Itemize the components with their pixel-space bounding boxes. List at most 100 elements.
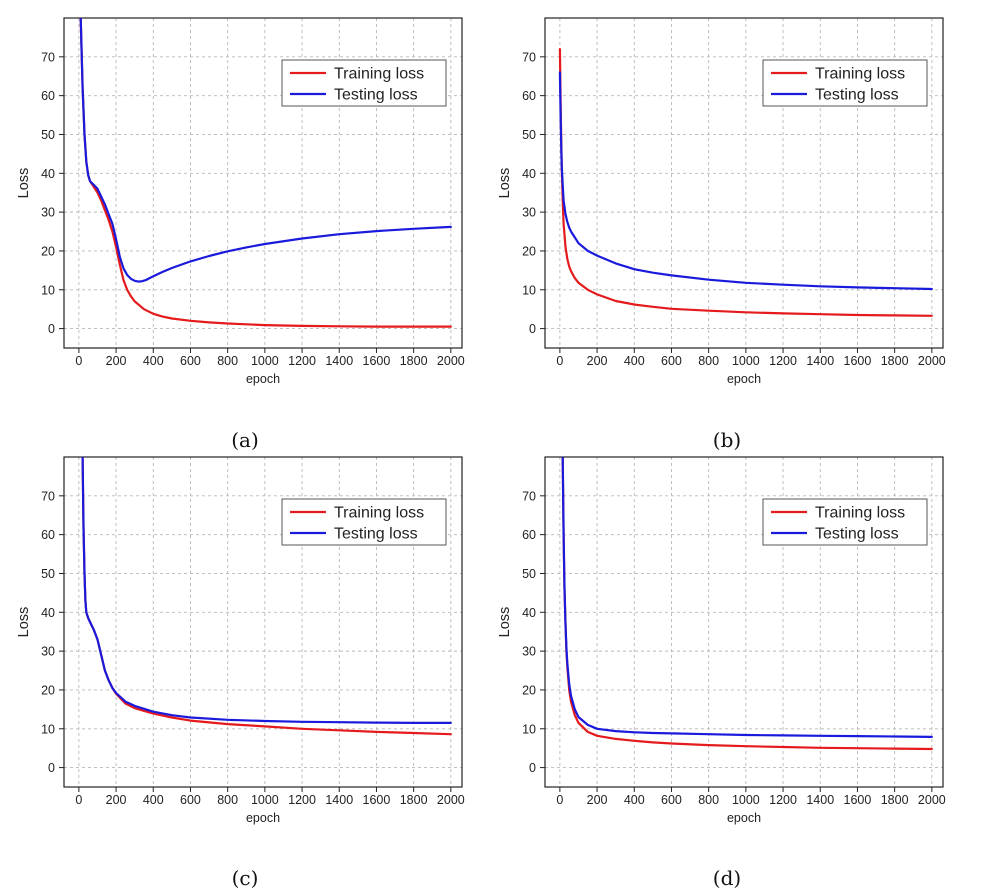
x-tick-label: 1800 bbox=[400, 793, 428, 807]
legend-label-testing: Testing loss bbox=[815, 526, 899, 543]
plot-frame bbox=[544, 17, 944, 349]
series-layer bbox=[79, 18, 452, 328]
x-tick-label: 0 bbox=[75, 354, 82, 368]
caption-b: (b) bbox=[713, 428, 741, 452]
x-tick-label: 0 bbox=[75, 793, 82, 807]
y-tick-label: 0 bbox=[48, 322, 55, 336]
plot-frame bbox=[63, 17, 463, 349]
caption-c: (c) bbox=[232, 866, 259, 890]
x-tick-label: 1800 bbox=[400, 354, 428, 368]
y-tick-label: 40 bbox=[522, 167, 536, 181]
legend: Training loss Testing loss bbox=[762, 59, 928, 107]
y-tick-label: 30 bbox=[522, 206, 536, 220]
y-tick-label: 60 bbox=[522, 528, 536, 542]
x-axis-label: epoch bbox=[246, 372, 280, 386]
x-axis-label: epoch bbox=[246, 811, 280, 825]
series-line-training bbox=[558, 48, 933, 317]
y-axis-label: Loss bbox=[497, 168, 513, 199]
y-tick-label: 30 bbox=[41, 206, 55, 220]
panel-a: 0 200 400 600 800 1000 1200 1400 1600 1800 2000 0 10… bbox=[16, 17, 465, 386]
x-tick-label: 400 bbox=[143, 793, 164, 807]
y-tick-label: 40 bbox=[522, 606, 536, 620]
panel-b: 0 200 400 600 800 1000 1200 1400 1600 1800 2000 0 10… bbox=[497, 17, 946, 386]
legend: Training loss Testing loss bbox=[281, 59, 447, 107]
y-tick-label: 10 bbox=[41, 283, 55, 297]
legend-label-testing: Testing loss bbox=[815, 87, 899, 104]
y-tick-label: 70 bbox=[41, 489, 55, 503]
y-tick-label: 0 bbox=[529, 322, 536, 336]
x-axis-label: epoch bbox=[727, 811, 761, 825]
x-tick-label: 1600 bbox=[844, 354, 872, 368]
caption-a: (a) bbox=[231, 428, 259, 452]
legend-label-training: Training loss bbox=[815, 66, 905, 83]
plot-frame bbox=[544, 456, 944, 788]
y-tick-label: 20 bbox=[522, 244, 536, 258]
y-tick-label: 20 bbox=[41, 683, 55, 697]
y-tick-label: 70 bbox=[522, 50, 536, 64]
y-tick-label: 60 bbox=[522, 89, 536, 103]
x-tick-label: 1000 bbox=[251, 793, 279, 807]
y-tick-label: 30 bbox=[41, 645, 55, 659]
y-tick-label: 0 bbox=[529, 761, 536, 775]
legend-box bbox=[281, 498, 447, 546]
x-tick-label: 400 bbox=[624, 793, 645, 807]
series-line-testing bbox=[561, 457, 933, 738]
legend: Training loss Testing loss bbox=[281, 498, 447, 546]
y-tick-label: 20 bbox=[41, 244, 55, 258]
x-tick-label: 2000 bbox=[918, 354, 946, 368]
y-tick-label: 50 bbox=[41, 128, 55, 142]
legend-box bbox=[762, 498, 928, 546]
x-axis-label: epoch bbox=[727, 372, 761, 386]
y-tick-label: 30 bbox=[522, 645, 536, 659]
x-tick-label: 0 bbox=[556, 793, 563, 807]
x-tick-label: 200 bbox=[587, 354, 608, 368]
x-tick-label: 1800 bbox=[881, 793, 909, 807]
x-tick-label: 400 bbox=[143, 354, 164, 368]
x-tick-label: 2000 bbox=[918, 793, 946, 807]
series-line-testing bbox=[79, 18, 452, 283]
x-tick-label: 1200 bbox=[769, 354, 797, 368]
x-tick-label: 1400 bbox=[325, 793, 353, 807]
x-tick-label: 1000 bbox=[732, 354, 760, 368]
x-tick-label: 800 bbox=[217, 354, 238, 368]
y-tick-label: 10 bbox=[522, 283, 536, 297]
legend-label-training: Training loss bbox=[334, 505, 424, 522]
x-tick-label: 1200 bbox=[288, 354, 316, 368]
y-tick-label: 40 bbox=[41, 606, 55, 620]
caption-d: (d) bbox=[713, 866, 741, 890]
y-tick-label: 70 bbox=[522, 489, 536, 503]
x-tick-label: 1000 bbox=[251, 354, 279, 368]
plot-frame bbox=[63, 456, 463, 788]
x-tick-label: 1400 bbox=[806, 793, 834, 807]
x-tick-label: 200 bbox=[587, 793, 608, 807]
legend-label-training: Training loss bbox=[334, 66, 424, 83]
y-tick-label: 0 bbox=[48, 761, 55, 775]
x-tick-label: 600 bbox=[180, 354, 201, 368]
legend-label-training: Training loss bbox=[815, 505, 905, 522]
x-tick-label: 800 bbox=[217, 793, 238, 807]
x-tick-label: 600 bbox=[180, 793, 201, 807]
x-tick-label: 600 bbox=[661, 354, 682, 368]
series-layer bbox=[81, 457, 452, 736]
x-tick-label: 2000 bbox=[437, 793, 465, 807]
x-tick-label: 1200 bbox=[288, 793, 316, 807]
panel-d: 0 200 400 600 800 1000 1200 1400 1600 1800 2000 0 10… bbox=[497, 456, 946, 825]
y-tick-label: 50 bbox=[522, 567, 536, 581]
y-tick-label: 50 bbox=[41, 567, 55, 581]
legend-label-testing: Testing loss bbox=[334, 526, 418, 543]
x-tick-label: 400 bbox=[624, 354, 645, 368]
legend-label-testing: Testing loss bbox=[334, 87, 418, 104]
legend: Training loss Testing loss bbox=[762, 498, 928, 546]
y-tick-label: 20 bbox=[522, 683, 536, 697]
y-axis-label: Loss bbox=[497, 607, 513, 638]
x-tick-label: 1200 bbox=[769, 793, 797, 807]
series-layer bbox=[558, 48, 933, 317]
y-tick-label: 70 bbox=[41, 50, 55, 64]
y-tick-label: 40 bbox=[41, 167, 55, 181]
series-line-testing bbox=[81, 457, 452, 724]
x-tick-label: 1800 bbox=[881, 354, 909, 368]
legend-box bbox=[281, 59, 447, 107]
y-tick-label: 50 bbox=[522, 128, 536, 142]
panel-c: 0 200 400 600 800 1000 1200 1400 1600 1800 2000 0 10… bbox=[16, 456, 465, 825]
